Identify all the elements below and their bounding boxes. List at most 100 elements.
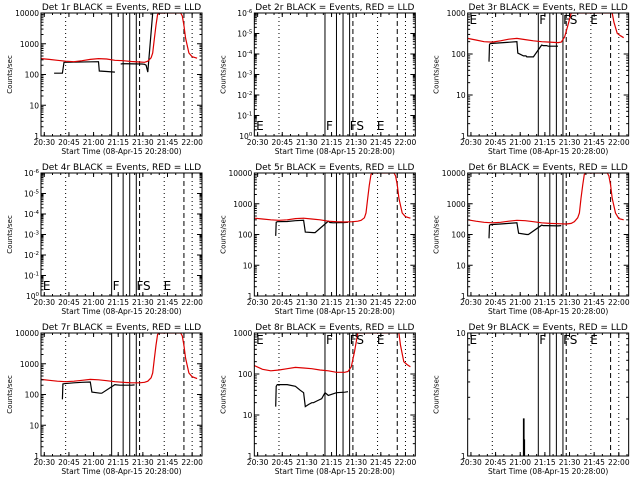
event-marker: E — [377, 119, 385, 133]
event-marker: E — [590, 13, 598, 27]
y-tick-label: 10000 — [15, 9, 39, 18]
x-tick-label: 22:00 — [395, 298, 417, 307]
event-marker: S — [143, 279, 151, 293]
x-tick-label: 21:30 — [559, 138, 581, 147]
x-tick-label: 22:00 — [395, 458, 417, 467]
series-lld — [41, 13, 198, 63]
event-marker: E — [43, 279, 51, 293]
x-tick-label: 21:30 — [559, 458, 581, 467]
panel-title: Det 2r BLACK = Events, RED = LLD — [255, 3, 414, 13]
x-axis-label: Start Time (08-Apr-15 20:28:00) — [275, 147, 395, 156]
x-tick-label: 21:30 — [132, 298, 154, 307]
event-marker: F — [350, 119, 357, 133]
plot-frame — [253, 332, 416, 457]
event-marker: S — [356, 333, 364, 347]
event-marker: E — [590, 333, 598, 347]
y-axis-label: Counts/sec — [219, 215, 227, 254]
y-axis-label: Counts/sec — [433, 215, 441, 254]
panel-title: Det 8r BLACK = Events, RED = LLD — [255, 323, 414, 333]
series-lld — [41, 333, 198, 384]
x-tick-label: 21:15 — [534, 138, 556, 147]
y-tick-label: 1000 — [233, 200, 252, 209]
y-axis-label: Counts/sec — [219, 375, 227, 414]
y-tick-label: 10-6 — [237, 9, 253, 18]
x-tick-label: 20:45 — [271, 138, 293, 147]
x-tick-label: 20:30 — [33, 138, 55, 147]
x-tick-label: 21:15 — [107, 298, 129, 307]
series-events — [488, 222, 562, 239]
x-tick-label: 21:30 — [296, 458, 318, 467]
series-lld — [254, 173, 411, 223]
series-events — [61, 381, 135, 400]
y-tick-label: 10 — [456, 261, 466, 270]
panel-title: Det 6r BLACK = Events, RED = LLD — [469, 163, 628, 173]
y-tick-label: 10-3 — [237, 71, 253, 80]
x-tick-label: 22:00 — [181, 138, 203, 147]
x-tick-label: 20:30 — [247, 138, 269, 147]
x-tick-label: 20:45 — [271, 458, 293, 467]
x-tick-label: 21:00 — [83, 138, 105, 147]
y-tick-label: 10-2 — [237, 91, 252, 100]
panel-5: Det 5r BLACK = Events, RED = LLD 20:30 20:… — [219, 163, 416, 316]
x-tick-label: 21:30 — [296, 298, 318, 307]
y-tick-label: 1 — [461, 452, 466, 461]
y-tick-label: 1000 — [20, 360, 39, 369]
y-tick-label: 1 — [461, 292, 466, 301]
y-axis-label: Counts/sec — [6, 215, 14, 254]
series-events — [275, 219, 349, 236]
panel-7: Det 7r BLACK = Events, RED = LLD 20:30 20:… — [6, 323, 203, 476]
x-tick-label: 22:00 — [608, 458, 630, 467]
y-tick-label: 1000 — [447, 200, 466, 209]
event-marker: E — [377, 333, 385, 347]
series-events — [275, 384, 349, 408]
x-tick-label: 21:45 — [157, 458, 179, 467]
x-tick-label: 21:15 — [321, 138, 343, 147]
x-tick-label: 21:15 — [321, 298, 343, 307]
x-axis-label: Start Time (08-Apr-15 20:28:00) — [488, 467, 608, 476]
y-axis-label: Counts/sec — [433, 55, 441, 94]
x-tick-label: 20:45 — [485, 298, 507, 307]
event-marker: F — [539, 13, 546, 27]
y-tick-label: 1 — [248, 292, 253, 301]
y-tick-label: 10-1 — [237, 112, 252, 121]
x-tick-label: 21:45 — [157, 298, 179, 307]
event-marker: E — [256, 119, 264, 133]
x-tick-label: 21:45 — [370, 298, 392, 307]
series-lld — [254, 333, 411, 373]
y-tick-label: 10-3 — [24, 231, 40, 240]
x-tick-label: 20:30 — [247, 458, 269, 467]
y-axis-label: Counts/sec — [219, 55, 227, 94]
y-tick-label: 10 — [456, 91, 466, 100]
y-tick-label: 10000 — [228, 169, 252, 178]
x-tick-label: 22:00 — [608, 138, 630, 147]
x-tick-label: 21:00 — [83, 298, 105, 307]
panel-title: Det 7r BLACK = Events, RED = LLD — [42, 323, 201, 333]
x-tick-label: 21:15 — [107, 138, 129, 147]
x-tick-label: 21:15 — [534, 298, 556, 307]
y-tick-label: 10-5 — [24, 190, 40, 199]
x-tick-label: 20:45 — [58, 458, 80, 467]
event-marker: F — [136, 279, 143, 293]
y-tick-label: 100 — [25, 71, 40, 80]
event-marker: E — [469, 13, 477, 27]
x-tick-label: 21:00 — [509, 138, 531, 147]
y-tick-label: 1 — [248, 452, 253, 461]
x-tick-label: 21:00 — [83, 458, 105, 467]
series-events — [522, 418, 526, 456]
event-marker: S — [356, 119, 364, 133]
x-tick-label: 21:00 — [509, 298, 531, 307]
panel-title: Det 4r BLACK = Events, RED = LLD — [42, 163, 201, 173]
x-tick-label: 20:45 — [58, 298, 80, 307]
x-axis-label: Start Time (08-Apr-15 20:28:00) — [488, 147, 608, 156]
x-tick-label: 21:15 — [107, 458, 129, 467]
x-axis-label: Start Time (08-Apr-15 20:28:00) — [61, 147, 181, 156]
y-axis-label: Counts/sec — [6, 55, 14, 94]
x-axis-label: Start Time (08-Apr-15 20:28:00) — [61, 467, 181, 476]
event-marker: E — [164, 279, 172, 293]
x-tick-label: 22:00 — [181, 458, 203, 467]
